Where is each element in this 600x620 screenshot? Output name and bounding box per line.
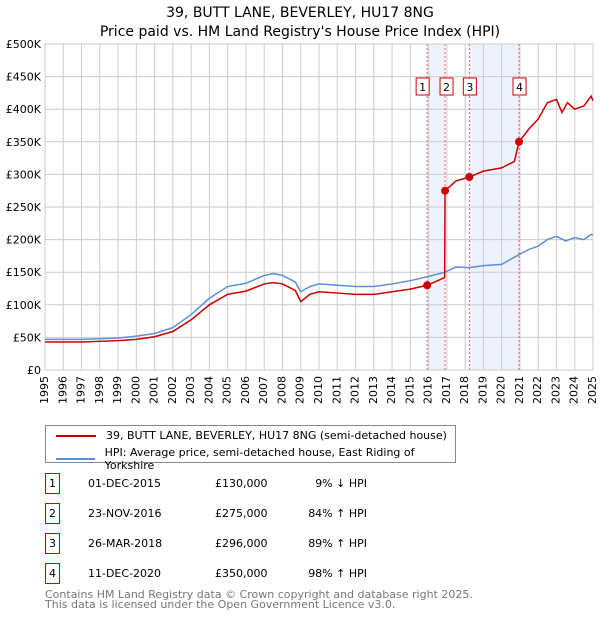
x-tick-label: 2025 xyxy=(586,376,599,404)
sale-marker-label: 1 xyxy=(419,81,426,94)
table-row: 3 26-MAR-2018 £296,000 89% ↑ HPI xyxy=(45,533,405,555)
x-tick-label: 2017 xyxy=(440,376,453,404)
sale-price: £296,000 xyxy=(215,537,268,550)
table-row: 4 11-DEC-2020 £350,000 98% ↑ HPI xyxy=(45,563,405,585)
sale-date: 23-NOV-2016 xyxy=(88,507,162,520)
x-tick-label: 2013 xyxy=(367,376,380,404)
sale-marker-box xyxy=(512,77,527,96)
x-tick-label: 1995 xyxy=(38,376,51,404)
x-tick-label: 2003 xyxy=(184,376,197,404)
sale-date: 01-DEC-2015 xyxy=(88,477,162,490)
sale-hpi-diff: 9% ↓ HPI xyxy=(315,477,367,490)
sale-point xyxy=(515,137,524,146)
x-tick-label: 2016 xyxy=(422,376,435,404)
x-tick-label: 2019 xyxy=(476,376,489,404)
y-tick-label: £0 xyxy=(27,364,41,377)
sale-marker-label: 3 xyxy=(466,81,473,94)
legend-swatch-hpi xyxy=(56,458,95,460)
sale-marker-label: 4 xyxy=(45,563,60,584)
footer-licence: This data is licensed under the Open Gov… xyxy=(45,598,396,611)
x-tick-label: 2009 xyxy=(294,376,307,404)
y-tick-label: £250K xyxy=(6,201,42,214)
x-tick-label: 2014 xyxy=(385,376,398,404)
x-tick-label: 2007 xyxy=(257,376,270,404)
sale-marker-box xyxy=(462,77,477,96)
x-tick-label: 2011 xyxy=(330,376,343,404)
legend-swatch-property xyxy=(56,434,96,437)
y-tick-label: £350K xyxy=(6,136,42,149)
sale-price: £350,000 xyxy=(215,567,268,580)
footer-copyright: Contains HM Land Registry data © Crown c… xyxy=(45,588,473,601)
sale-marker-label: 2 xyxy=(443,81,450,94)
table-row: 1 01-DEC-2015 £130,000 9% ↓ HPI xyxy=(45,473,405,495)
x-tick-label: 2006 xyxy=(239,376,252,404)
sale-marker-label: 1 xyxy=(45,473,60,494)
legend: 39, BUTT LANE, BEVERLEY, HU17 8NG (semi-… xyxy=(45,425,456,472)
y-tick-label: £100K xyxy=(6,299,42,312)
sale-price: £275,000 xyxy=(215,507,268,520)
x-tick-label: 2020 xyxy=(495,376,508,404)
sale-date: 26-MAR-2018 xyxy=(88,537,163,550)
x-tick-label: 2005 xyxy=(221,376,234,404)
y-tick-label: £200K xyxy=(6,234,42,247)
table-row: 2 23-NOV-2016 £275,000 84% ↑ HPI xyxy=(45,503,405,525)
x-tick-label: 1998 xyxy=(93,376,106,404)
title-line-1: 39, BUTT LANE, BEVERLEY, HU17 8NG xyxy=(166,5,434,21)
sale-marker-label: 4 xyxy=(516,81,523,94)
sale-hpi-diff: 84% ↑ HPI xyxy=(308,507,367,520)
x-tick-label: 2012 xyxy=(349,376,362,404)
y-tick-label: £150K xyxy=(6,266,42,279)
x-tick-label: 2008 xyxy=(275,376,288,404)
y-tick-label: £450K xyxy=(6,71,42,84)
y-tick-label: £300K xyxy=(6,168,42,181)
price-chart: 1995 1996 1997 1998 1999 2000 2001 2002 2003 2004… xyxy=(6,38,599,404)
sale-point xyxy=(441,186,450,195)
sale-point xyxy=(423,281,432,290)
footer: Contains HM Land Registry data © Crown c… xyxy=(45,588,473,611)
chart-title: 39, BUTT LANE, BEVERLEY, HU17 8NG Price … xyxy=(0,4,600,42)
x-tick-label: 2010 xyxy=(312,376,325,404)
x-tick-label: 2018 xyxy=(458,376,471,404)
sale-marker-box xyxy=(415,77,430,96)
legend-label-property: 39, BUTT LANE, BEVERLEY, HU17 8NG (semi-… xyxy=(106,429,447,442)
sale-hpi-diff: 98% ↑ HPI xyxy=(308,567,367,580)
x-tick-label: 2002 xyxy=(166,376,179,404)
y-tick-label: £400K xyxy=(6,103,42,116)
sale-date: 11-DEC-2020 xyxy=(88,567,162,580)
sale-price: £130,000 xyxy=(215,477,268,490)
x-tick-label: 2015 xyxy=(403,376,416,404)
x-tick-label: 2022 xyxy=(531,376,544,404)
x-tick-label: 1999 xyxy=(111,376,124,404)
legend-label-hpi: HPI: Average price, semi-detached house,… xyxy=(104,446,415,472)
sale-marker-box xyxy=(439,77,454,96)
x-tick-label: 2024 xyxy=(568,376,581,404)
x-tick-label: 2004 xyxy=(202,376,215,404)
sale-marker-label: 3 xyxy=(45,533,60,554)
x-tick-label: 1997 xyxy=(75,376,88,404)
series-line xyxy=(45,233,594,341)
sale-hpi-diff: 89% ↑ HPI xyxy=(308,537,367,550)
x-tick-label: 2000 xyxy=(129,376,142,404)
y-tick-label: £50K xyxy=(13,331,42,344)
x-tick-label: 2021 xyxy=(513,376,526,404)
y-tick-label: £500K xyxy=(6,38,42,51)
x-tick-label: 1996 xyxy=(56,376,69,404)
title-line-2: Price paid vs. HM Land Registry's House … xyxy=(99,24,501,40)
sale-point xyxy=(465,173,474,182)
x-tick-label: 2001 xyxy=(148,376,161,404)
x-tick-label: 2023 xyxy=(549,376,562,404)
sale-marker-label: 2 xyxy=(45,503,60,524)
series-line xyxy=(45,94,594,343)
